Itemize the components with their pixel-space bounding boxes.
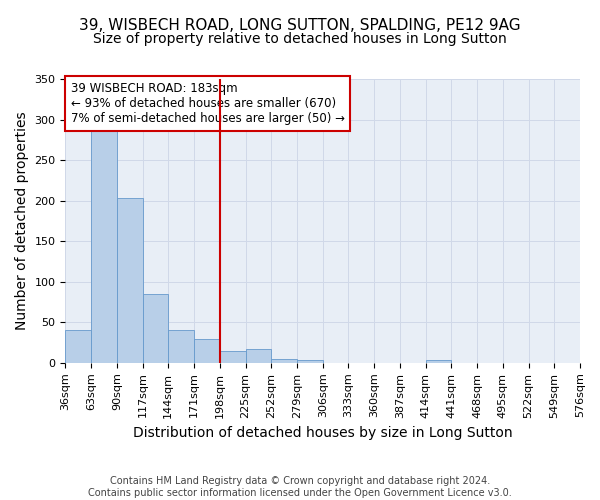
Bar [194, 340, 220, 363]
Text: Size of property relative to detached houses in Long Sutton: Size of property relative to detached ho… [93, 32, 507, 46]
Bar [245, 349, 271, 363]
Y-axis label: Number of detached properties: Number of detached properties [15, 112, 29, 330]
Bar [297, 360, 323, 363]
Bar [91, 128, 117, 363]
Bar [65, 330, 91, 363]
Text: 39, WISBECH ROAD, LONG SUTTON, SPALDING, PE12 9AG: 39, WISBECH ROAD, LONG SUTTON, SPALDING,… [79, 18, 521, 32]
Text: Contains HM Land Registry data © Crown copyright and database right 2024.
Contai: Contains HM Land Registry data © Crown c… [88, 476, 512, 498]
Bar [169, 330, 194, 363]
Bar [117, 198, 143, 363]
X-axis label: Distribution of detached houses by size in Long Sutton: Distribution of detached houses by size … [133, 426, 512, 440]
Bar [220, 350, 245, 363]
Text: 39 WISBECH ROAD: 183sqm
← 93% of detached houses are smaller (670)
7% of semi-de: 39 WISBECH ROAD: 183sqm ← 93% of detache… [71, 82, 344, 125]
Bar [143, 294, 169, 363]
Bar [271, 359, 297, 363]
Bar [425, 360, 451, 363]
